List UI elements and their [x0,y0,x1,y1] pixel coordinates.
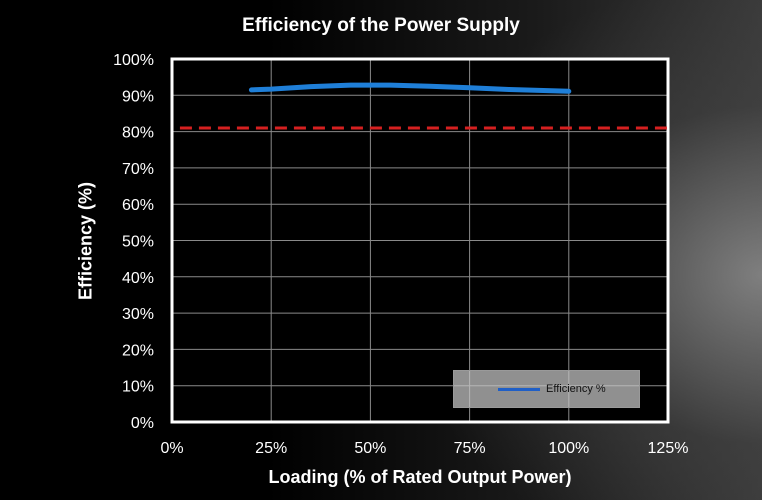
x-axis-title: Loading (% of Rated Output Power) [268,467,572,487]
y-tick-label: 90% [122,88,154,105]
legend-swatch [498,388,540,391]
legend: Efficiency % [453,370,640,408]
x-tick-label: 0% [160,440,183,457]
y-tick-label: 20% [122,342,154,359]
y-tick-label: 50% [122,234,154,251]
x-tick-label: 75% [454,440,486,457]
plot-border [170,57,670,424]
y-tick-label: 30% [122,306,154,323]
y-tick-label: 60% [122,197,154,214]
y-tick-label: 70% [122,161,154,178]
x-tick-label: 125% [648,440,689,457]
y-tick-label: 0% [131,415,154,432]
x-tick-label: 25% [255,440,287,457]
y-tick-label: 10% [122,379,154,396]
chart-title: Efficiency of the Power Supply [242,15,520,36]
legend-label: Efficiency % [546,383,606,395]
y-tick-label: 100% [113,52,154,69]
y-axis-title: Efficiency (%) [75,181,96,301]
efficiency-series-line [248,82,572,94]
y-tick-label: 80% [122,125,154,142]
y-tick-label: 40% [122,270,154,287]
x-tick-label: 50% [354,440,386,457]
x-tick-label: 100% [548,440,589,457]
